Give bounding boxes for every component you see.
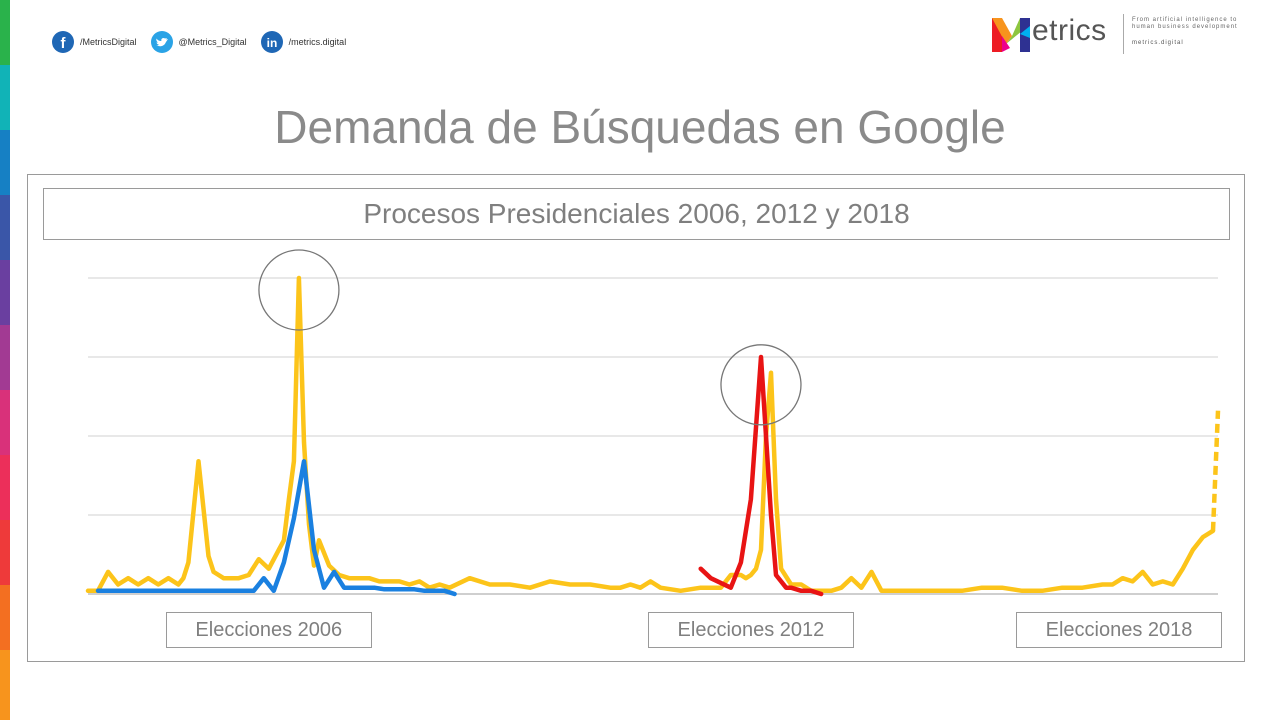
logo-tagline: From artificial intelligence to human bu… xyxy=(1132,17,1238,30)
twitter-handle: @Metrics_Digital xyxy=(178,37,247,47)
series-line-yellow-dashed xyxy=(1210,410,1221,531)
logo-wordmark: etrics xyxy=(1032,14,1107,47)
twitter-icon xyxy=(150,31,173,53)
logo-url: metrics.digital xyxy=(1132,40,1184,46)
svg-text:in: in xyxy=(266,36,277,50)
category-label: Elecciones 2012 xyxy=(647,612,854,648)
linkedin-icon: in xyxy=(260,31,283,53)
category-label: Elecciones 2006 xyxy=(165,612,372,648)
facebook-link[interactable]: f /MetricsDigital xyxy=(52,31,137,53)
facebook-handle: /MetricsDigital xyxy=(80,37,137,47)
color-strip xyxy=(0,0,10,720)
series-line-blue xyxy=(95,459,457,597)
social-links: f /MetricsDigital @Metrics_Digital in /m… xyxy=(52,30,360,54)
series-line-red xyxy=(698,354,824,597)
highlight-circle xyxy=(720,344,802,426)
svg-text:f: f xyxy=(61,35,67,52)
chart-title: Procesos Presidenciales 2006, 2012 y 201… xyxy=(43,188,1230,240)
twitter-link[interactable]: @Metrics_Digital xyxy=(150,31,247,53)
page-title: Demanda de Búsquedas en Google xyxy=(274,101,1006,153)
facebook-icon: f xyxy=(52,31,74,53)
metrics-m-icon xyxy=(992,18,1030,52)
highlight-circle xyxy=(258,249,340,331)
logo-divider xyxy=(1123,14,1124,54)
linkedin-link[interactable]: in /metrics.digital xyxy=(260,31,347,53)
category-label: Elecciones 2018 xyxy=(1016,612,1222,648)
chart-frame xyxy=(27,174,1245,662)
linkedin-handle: /metrics.digital xyxy=(288,37,347,47)
metrics-logo: etrics From artificial intelligence to h… xyxy=(990,12,1250,58)
series-line-yellow xyxy=(85,275,1216,594)
